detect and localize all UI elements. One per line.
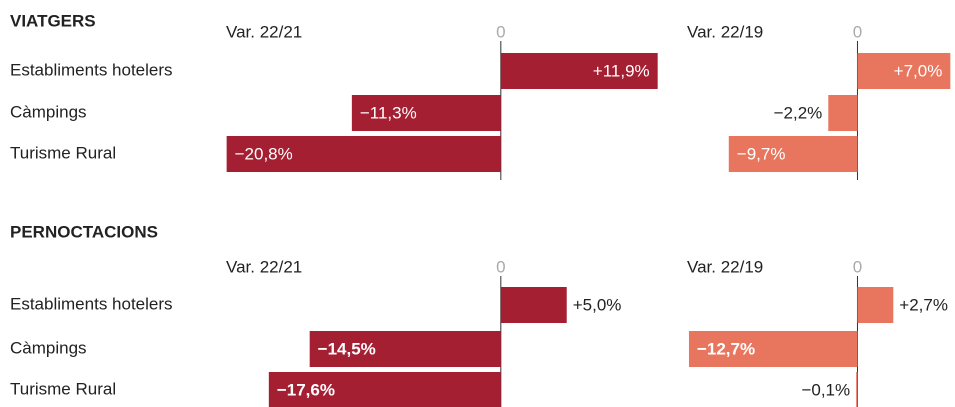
panel-header: Var. 22/21 [226,22,302,41]
section-title: PERNOCTACIONS [10,222,158,241]
bar [351,95,501,131]
value-label: −12,7% [697,339,755,358]
value-label: −9,7% [737,144,786,163]
bar [856,372,858,407]
bar [688,331,858,367]
value-label: +11,9% [593,61,650,80]
value-label: −17,6% [277,380,335,399]
category-label: Turisme Rural [10,143,116,162]
x-tick-label: 0 [853,257,862,276]
category-label: Càmpings [10,102,87,121]
value-label: +7,0% [894,61,943,80]
value-label: −0,1% [801,380,850,399]
panel-header: Var. 22/21 [226,257,302,276]
value-label: −11,3% [360,103,417,122]
category-label: Establiments hotelers [10,60,173,79]
x-tick-label: 0 [496,257,505,276]
x-tick-label: 0 [853,22,862,41]
bar [500,53,658,89]
bar [857,287,894,323]
panel-header: Var. 22/19 [687,22,763,41]
value-label: −2,2% [774,103,823,122]
bar [226,136,501,172]
section-title: VIATGERS [10,11,96,30]
bar [857,53,951,89]
category-label: Càmpings [10,338,87,357]
category-label: Turisme Rural [10,379,116,398]
panel-header: Var. 22/19 [687,257,763,276]
bar [309,331,501,367]
x-tick-label: 0 [496,22,505,41]
category-label: Establiments hotelers [10,294,173,313]
bar [828,95,858,131]
bar [268,372,501,407]
value-label: −20,8% [235,144,293,163]
value-label: −14,5% [318,339,376,358]
bar [500,287,567,323]
value-label: +5,0% [573,295,622,314]
value-label: +2,7% [899,295,948,314]
bar [728,136,858,172]
